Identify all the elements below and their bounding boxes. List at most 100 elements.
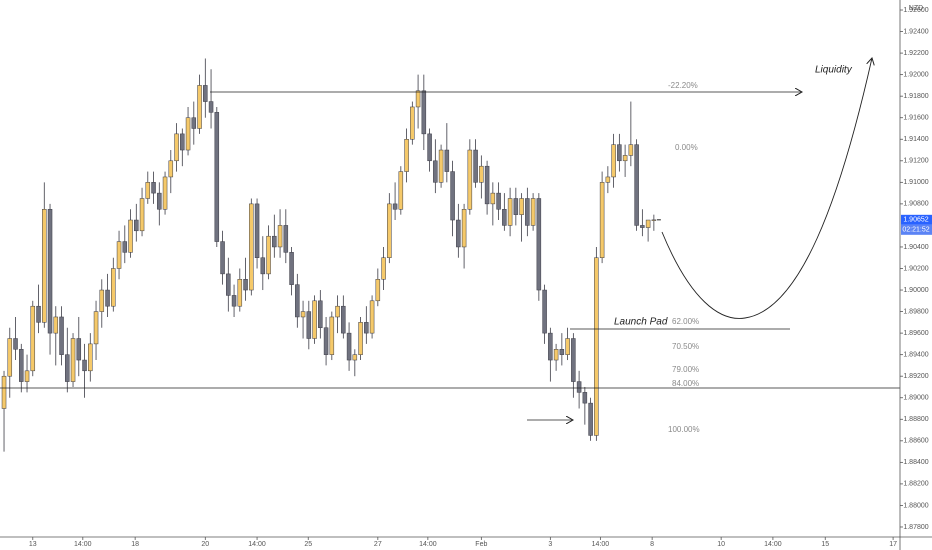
candle-body	[427, 133, 432, 162]
x-tick-label: 18	[131, 541, 139, 548]
price-tag-label: 1.90652	[903, 217, 928, 224]
x-tick-label: 14:00	[74, 541, 92, 548]
fib-label: -22.20%	[668, 81, 698, 90]
candle-body	[289, 252, 294, 285]
candle-body	[42, 209, 47, 323]
candles	[1, 58, 661, 452]
candle-body	[7, 338, 13, 377]
y-tick-label: 1.88800	[903, 416, 928, 423]
y-tick-label: 1.91600	[903, 115, 928, 122]
candle-body	[421, 90, 427, 135]
y-tick-label: 1.90000	[903, 287, 928, 294]
candle-body	[266, 235, 271, 275]
candle-body	[479, 165, 484, 183]
candle-body	[536, 198, 542, 291]
axes: 1.87800 1.88000 1.88200 1.88400 1.88600 1.888…	[29, 7, 932, 548]
y-tick-label: 1.89400	[903, 352, 928, 359]
y-tick-label: 1.91200	[903, 158, 928, 165]
candle-body	[65, 354, 70, 382]
candle-body	[381, 257, 386, 280]
candle-body	[249, 203, 254, 291]
candle-body	[525, 198, 530, 226]
x-tick-label: 25	[304, 541, 312, 548]
candle-body	[582, 392, 588, 404]
candle-body	[634, 144, 639, 226]
candle-body	[484, 165, 490, 205]
candle-body	[588, 402, 593, 436]
candle-body	[605, 176, 611, 183]
projection-curve	[661, 58, 872, 319]
candle-body	[122, 241, 128, 253]
annotation: Launch Pad	[614, 317, 668, 328]
candle-body	[277, 225, 283, 248]
candle-body	[651, 219, 657, 221]
candle-body	[237, 279, 243, 307]
candle-body	[461, 209, 467, 248]
y-tick-label: 1.92000	[903, 71, 928, 78]
y-tick-label: 1.91800	[903, 93, 928, 100]
candle-body	[157, 192, 162, 210]
candle-body	[467, 149, 473, 210]
candle-body	[617, 144, 622, 162]
candle-body	[1, 375, 7, 409]
y-tick-label: 1.89200	[903, 373, 928, 380]
candle-body	[645, 219, 651, 228]
x-tick-label: 14:00	[248, 541, 266, 548]
candle-body	[622, 155, 628, 162]
candle-body	[76, 338, 82, 361]
y-tick-label: 1.88200	[903, 481, 928, 488]
candle-body	[151, 182, 156, 194]
candle-body	[438, 149, 444, 183]
candle-body	[116, 241, 122, 269]
candle-body	[628, 144, 634, 156]
y-tick-label: 1.88600	[903, 438, 928, 445]
candle-body	[203, 85, 208, 102]
candle-body	[243, 279, 248, 291]
x-tick-label: 27	[374, 541, 382, 548]
candle-body	[404, 139, 409, 172]
candle-body	[19, 349, 24, 382]
candle-body	[507, 198, 513, 226]
candle-body	[369, 300, 375, 334]
candle-body	[559, 349, 565, 355]
candle-body	[335, 305, 340, 318]
candle-body	[36, 305, 41, 323]
y-tick-label: 1.87800	[903, 524, 928, 531]
candle-body	[398, 171, 404, 210]
candle-body	[530, 198, 536, 226]
annotation: Liquidity	[815, 65, 853, 76]
candle-body	[185, 117, 191, 151]
candle-body	[82, 359, 87, 372]
y-tick-label: 1.92400	[903, 28, 928, 35]
candle-body	[139, 198, 145, 232]
candle-body	[392, 203, 398, 210]
candle-body	[502, 209, 507, 226]
x-tick-label: 17	[889, 541, 897, 548]
candle-body	[93, 311, 99, 345]
fib-label: 79.00%	[672, 365, 699, 374]
candle-body	[364, 322, 369, 334]
candle-body	[341, 305, 346, 334]
candle-body	[174, 133, 179, 162]
fib-label: 70.50%	[672, 342, 699, 351]
candle-body	[47, 209, 53, 334]
y-tick-label: 1.92600	[903, 7, 928, 14]
candle-body	[191, 117, 197, 129]
candle-body	[231, 295, 237, 307]
x-tick-label: 15	[821, 541, 829, 548]
candle-body	[111, 268, 116, 307]
candle-body	[260, 257, 266, 275]
fib-label: 62.00%	[672, 317, 699, 326]
y-tick-label: 1.91400	[903, 136, 928, 143]
candle-body	[553, 349, 559, 361]
candle-body	[329, 316, 335, 355]
candle-body	[24, 370, 30, 382]
candle-body	[542, 289, 547, 334]
price-tag	[901, 214, 932, 225]
candle-body	[99, 289, 105, 312]
candle-body	[318, 300, 323, 328]
candle-body	[134, 219, 139, 232]
candle-body	[375, 279, 381, 302]
